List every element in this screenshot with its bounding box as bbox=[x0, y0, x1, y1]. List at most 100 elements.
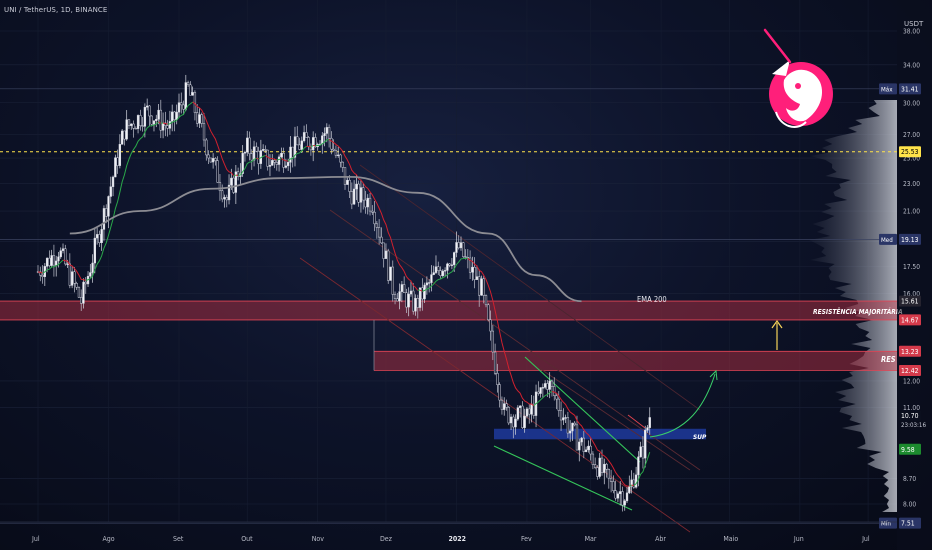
candle-body bbox=[625, 492, 629, 502]
ticker-title[interactable]: UNI / TetherUS, 1D, BINANCE bbox=[4, 6, 108, 14]
candle-body bbox=[418, 287, 422, 308]
candle-body bbox=[193, 92, 197, 113]
ema-200-label: EMA 200 bbox=[637, 295, 667, 304]
price-label-box bbox=[899, 364, 921, 376]
candle-body bbox=[430, 274, 433, 283]
candle-body bbox=[491, 330, 494, 353]
candle-body bbox=[594, 464, 597, 468]
candle-body bbox=[284, 165, 288, 168]
candle-body bbox=[509, 416, 513, 424]
candle-body bbox=[437, 266, 440, 271]
price-tick-label: 8.00 bbox=[903, 501, 916, 509]
candle-body bbox=[41, 274, 44, 277]
candle-body bbox=[414, 298, 417, 312]
candle-body bbox=[136, 115, 140, 129]
candle-body bbox=[289, 146, 292, 163]
price-label-box bbox=[899, 345, 921, 357]
candle-body bbox=[257, 150, 260, 164]
candle-body bbox=[600, 457, 604, 473]
candle-body bbox=[352, 188, 356, 205]
candle-body bbox=[546, 383, 549, 390]
candle-body bbox=[182, 104, 185, 110]
candle-body bbox=[603, 463, 606, 473]
ema-fast-line bbox=[192, 101, 234, 177]
candle-body bbox=[443, 270, 447, 272]
candle-body bbox=[487, 304, 490, 321]
ema-fast-line bbox=[256, 157, 259, 160]
candle-body bbox=[200, 114, 203, 124]
candle-body bbox=[448, 263, 451, 266]
candle-body bbox=[464, 256, 467, 258]
ema-fast-line bbox=[328, 139, 419, 291]
candle-body bbox=[280, 153, 283, 158]
candle-body bbox=[518, 405, 522, 408]
candle-body bbox=[45, 257, 49, 267]
candle-body bbox=[541, 387, 545, 389]
price-label-tag: Máx bbox=[881, 85, 893, 93]
price-label-tag-box bbox=[879, 517, 897, 529]
candle-body bbox=[234, 171, 238, 193]
candle-body bbox=[564, 417, 567, 419]
candle-body bbox=[459, 242, 463, 249]
up-arrow-head bbox=[771, 319, 783, 329]
candle-body bbox=[648, 417, 651, 428]
price-label-tag-box bbox=[879, 233, 897, 245]
unicorn-mane bbox=[775, 111, 807, 128]
candle-body bbox=[543, 383, 547, 388]
time-tick-label: Dez bbox=[380, 535, 393, 543]
candle-body bbox=[350, 191, 353, 205]
ema-fast-line bbox=[419, 289, 423, 292]
candle-body bbox=[446, 263, 449, 271]
candle-body bbox=[398, 291, 401, 302]
ema-fast-line bbox=[42, 259, 64, 274]
candle-body bbox=[125, 119, 128, 140]
candle-body bbox=[246, 137, 249, 153]
candle-body bbox=[341, 161, 344, 168]
candle-body bbox=[155, 118, 158, 121]
candle-body bbox=[373, 211, 376, 225]
price-label-box bbox=[899, 410, 921, 422]
candle-body bbox=[261, 149, 265, 151]
price-label-value: 15.61 bbox=[901, 298, 919, 306]
candle-body bbox=[232, 177, 235, 193]
ema-fast-line bbox=[238, 157, 257, 176]
price-axis[interactable]: 38.0034.0030.0027.0025.0023.0021.0019.00… bbox=[879, 0, 932, 550]
candle-body bbox=[337, 154, 340, 156]
candle-body bbox=[641, 446, 645, 459]
candle-body bbox=[455, 242, 458, 253]
time-tick-label: Jul bbox=[31, 535, 40, 543]
candle-body bbox=[77, 287, 81, 298]
time-tick-label: Mar bbox=[585, 535, 597, 543]
ema-fast-line bbox=[633, 451, 651, 486]
candle-body bbox=[218, 182, 222, 191]
time-axis[interactable]: Jul Ago Set Out Nov Dez 2022 Fev Mar Abr Maio Jun Ju… bbox=[0, 521, 897, 543]
candle-body bbox=[457, 242, 460, 249]
candle-body bbox=[250, 153, 253, 161]
candle-body bbox=[241, 152, 244, 174]
candle-body bbox=[118, 144, 122, 166]
ema-fast-line bbox=[85, 121, 159, 281]
candle-body bbox=[557, 398, 560, 411]
price-label-box bbox=[899, 314, 921, 326]
candle-body bbox=[480, 278, 483, 296]
candle-body bbox=[300, 140, 303, 150]
candle-body bbox=[514, 418, 517, 428]
candle-body bbox=[323, 133, 326, 136]
candle-body bbox=[202, 123, 206, 141]
candle-body bbox=[548, 380, 551, 390]
candle-body bbox=[223, 197, 226, 200]
candle-body bbox=[580, 437, 583, 443]
candle-body bbox=[589, 445, 592, 455]
candle-body bbox=[371, 210, 374, 213]
candle-body bbox=[207, 154, 210, 159]
time-tick-label: 2022 bbox=[448, 535, 466, 543]
time-tick-label: Ago bbox=[103, 535, 115, 543]
candle-body bbox=[57, 256, 60, 262]
candle-body bbox=[357, 183, 360, 203]
price-label-value: 14.67 bbox=[901, 316, 919, 324]
candle-body bbox=[462, 242, 465, 257]
candle-body bbox=[614, 490, 617, 499]
candle-body bbox=[120, 130, 124, 145]
